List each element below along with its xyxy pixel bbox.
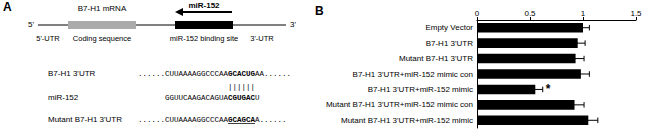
svg-text:B: B — [315, 4, 324, 18]
svg-text:5': 5' — [28, 20, 34, 29]
svg-text:miR-152: miR-152 — [188, 1, 220, 10]
svg-text:Mutant B7-H1 3'UTR+miR-152 mim: Mutant B7-H1 3'UTR+miR-152 mimic — [341, 116, 473, 125]
svg-text:A: A — [3, 0, 12, 14]
svg-text:B7-H1 3'UTR+miR-152 mimic: B7-H1 3'UTR+miR-152 mimic — [368, 85, 473, 94]
svg-text:Mutant B7-H1 3'UTR: Mutant B7-H1 3'UTR — [399, 54, 473, 63]
svg-text:miR-152: miR-152 — [48, 93, 79, 102]
svg-text:||||||: |||||| — [228, 83, 255, 91]
svg-text:3': 3' — [290, 20, 296, 29]
svg-text:Mutant B7-H1 3'UTR: Mutant B7-H1 3'UTR — [48, 115, 122, 124]
svg-text:miR-152 binding site: miR-152 binding site — [170, 34, 238, 43]
svg-text:B7-H1 3'UTR+miR-152 mimic con: B7-H1 3'UTR+miR-152 mimic con — [353, 70, 473, 79]
svg-text:Coding sequence: Coding sequence — [73, 34, 131, 43]
svg-text:GGUUCAAGACAGUACGUGACU: GGUUCAAGACAGUACGUGACU — [165, 94, 260, 102]
svg-text:B7-H1 3'UTR: B7-H1 3'UTR — [48, 69, 96, 78]
svg-text:......CUUAAAAGGCCCAAGCACUGAA..: ......CUUAAAAGGCCCAAGCACUGAA...... — [138, 70, 291, 78]
svg-text:5'-UTR: 5'-UTR — [36, 34, 60, 43]
svg-text:Mutant B7-H1 3'UTR+miR-152 mim: Mutant B7-H1 3'UTR+miR-152 mimic con — [326, 100, 473, 109]
svg-text:B7-H1 3'UTR: B7-H1 3'UTR — [426, 39, 474, 48]
svg-text:0: 0 — [475, 9, 480, 18]
svg-text:B7-H1 mRNA: B7-H1 mRNA — [78, 4, 127, 13]
svg-text:Empty Vector: Empty Vector — [425, 23, 473, 32]
svg-text:1.5: 1.5 — [630, 9, 642, 18]
svg-text:3'-UTR: 3'-UTR — [250, 34, 274, 43]
svg-text:0.5: 0.5 — [524, 9, 536, 18]
svg-text:*: * — [546, 82, 551, 96]
svg-text:......CUUAAAAGGCCCAAGCAGCAA...: ......CUUAAAAGGCCCAAGCAGCAA...... — [138, 116, 287, 124]
svg-text:1: 1 — [581, 9, 586, 18]
